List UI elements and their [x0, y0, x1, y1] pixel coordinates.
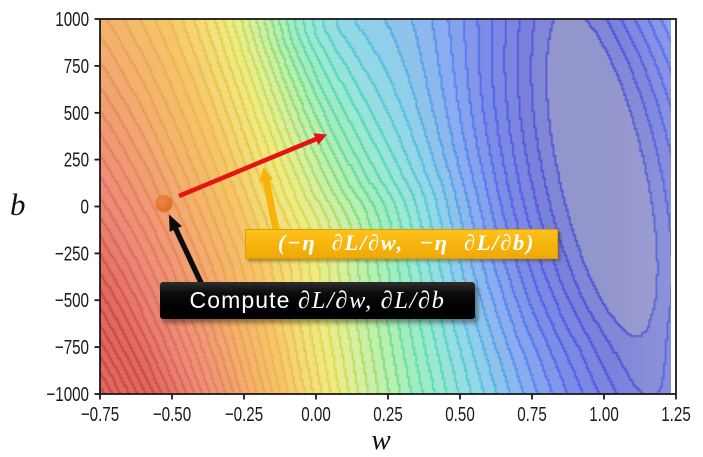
svg-text:1.25: 1.25	[661, 403, 691, 426]
svg-text:0.50: 0.50	[445, 403, 475, 426]
svg-text:w: w	[371, 424, 391, 456]
svg-text:0.00: 0.00	[301, 403, 331, 426]
svg-text:750: 750	[64, 55, 89, 78]
svg-text:1000: 1000	[55, 8, 89, 31]
svg-text:0.75: 0.75	[517, 403, 547, 426]
svg-text:−0.50: −0.50	[153, 403, 191, 426]
svg-text:−250: −250	[55, 242, 89, 265]
svg-text:b: b	[10, 187, 26, 222]
svg-text:0: 0	[81, 195, 89, 218]
svg-text:−1000: −1000	[46, 383, 89, 406]
svg-text:500: 500	[64, 102, 89, 125]
svg-text:0.25: 0.25	[373, 403, 403, 426]
svg-text:1.00: 1.00	[589, 403, 619, 426]
svg-text:−500: −500	[55, 289, 89, 312]
svg-text:−0.25: −0.25	[225, 403, 263, 426]
svg-text:250: 250	[64, 148, 89, 171]
svg-text:−750: −750	[55, 336, 89, 359]
svg-text:−0.75: −0.75	[81, 403, 119, 426]
